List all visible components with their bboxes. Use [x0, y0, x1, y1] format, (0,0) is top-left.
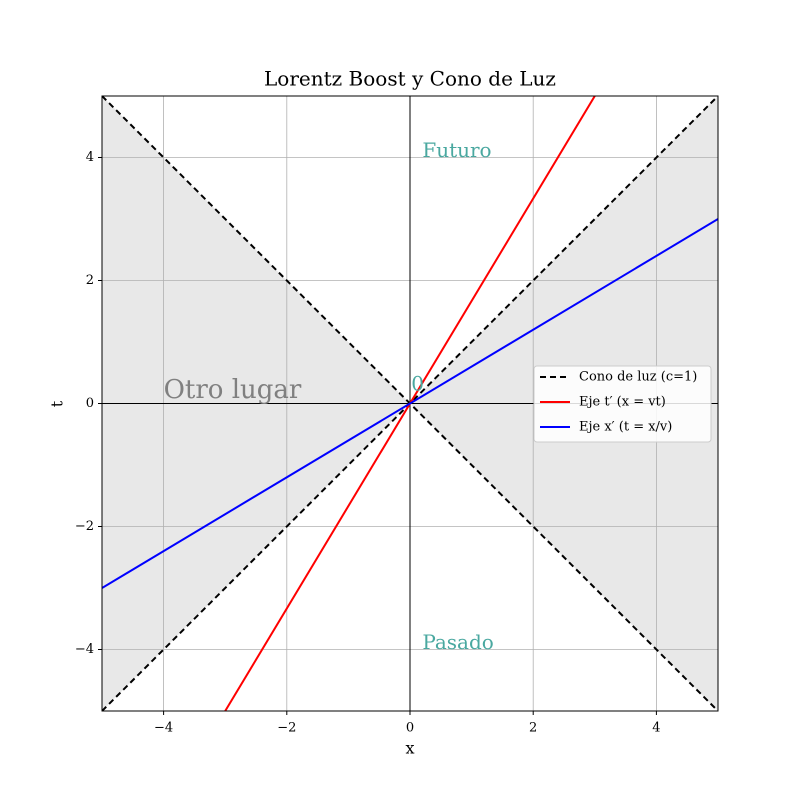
x-axis-label: x: [405, 739, 414, 758]
annotation: Futuro: [422, 138, 491, 162]
y-tick-label: 4: [86, 150, 94, 165]
x-tick-label: 0: [406, 721, 414, 736]
legend-box: [533, 365, 712, 443]
legend-label: Eje t′ (x = vt): [579, 395, 666, 410]
chart-title: Lorentz Boost y Cono de Luz: [264, 67, 556, 91]
annotation: 0: [411, 372, 424, 396]
legend-label: Eje x′ (t = x/v): [579, 420, 672, 435]
x-tick-label: −4: [154, 721, 173, 736]
annotation: Otro lugar: [164, 375, 302, 405]
y-tick-label: 2: [86, 273, 94, 288]
y-tick-label: −2: [75, 519, 94, 534]
y-tick-label: 0: [86, 396, 94, 411]
x-tick-label: 2: [529, 721, 537, 736]
legend-label: Cono de luz (c=1): [579, 370, 697, 385]
plot-frame: [101, 95, 719, 712]
x-tick-label: −2: [277, 721, 296, 736]
annotation: Pasado: [422, 630, 494, 654]
series-line: [102, 218, 718, 589]
x-tick-label: 4: [652, 721, 660, 736]
y-tick-label: −4: [75, 642, 94, 657]
y-axis-label: t: [48, 400, 67, 407]
